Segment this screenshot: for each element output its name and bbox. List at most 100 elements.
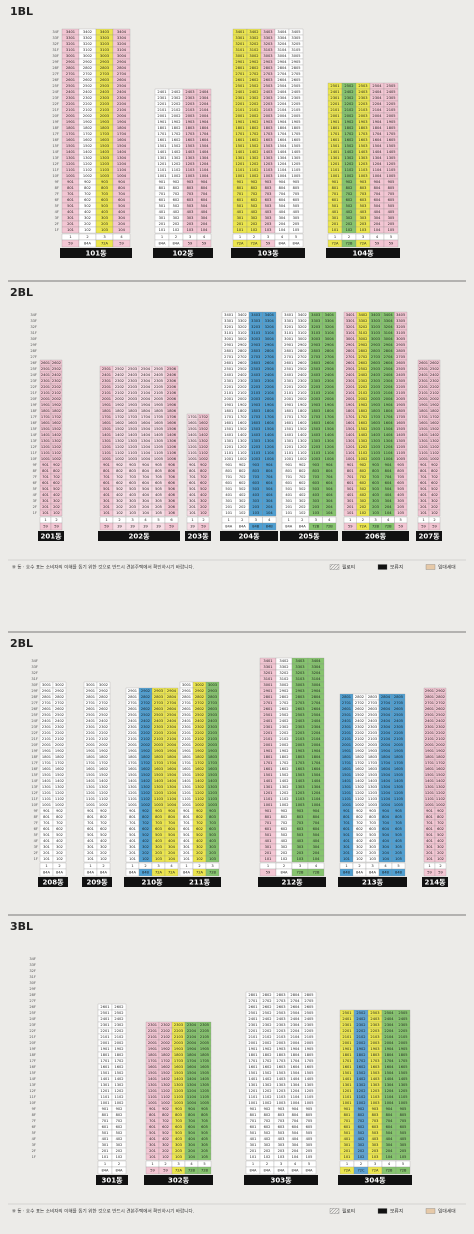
unit-number: 1104 [311, 797, 321, 801]
unit-number: 1204 [141, 445, 151, 449]
unit-number: 402 [356, 839, 363, 843]
unit-number: 3001 [66, 54, 75, 58]
unit-number: 2701 [224, 355, 233, 359]
unit-number: 604 [279, 198, 287, 202]
unit-number: 2001 [128, 743, 137, 747]
unit-number: 1701 [86, 761, 95, 765]
unit-number: 1404 [290, 1077, 300, 1081]
unit-number: 2502 [358, 367, 367, 371]
unit-number: 2502 [99, 713, 108, 717]
unit-type: 72B [201, 1169, 209, 1173]
unit-number: 1903 [208, 749, 217, 753]
unit-number: 1403 [154, 779, 163, 783]
unit-number: 903 [265, 180, 272, 184]
unit-number: 2101 [342, 737, 351, 741]
unit-number: 1503 [208, 773, 217, 777]
floor-label: 16F [31, 767, 38, 771]
unit-number: 503 [297, 833, 304, 837]
unit-number: 802 [437, 815, 444, 819]
unit-number: 2303 [370, 1023, 379, 1027]
unit-number: 2301 [157, 96, 166, 100]
unit-number: 1404 [325, 433, 335, 437]
unit-number: 404 [313, 839, 321, 843]
unit-number: 2204 [167, 731, 177, 735]
unit-number: 401 [43, 839, 50, 843]
unit-number: 1305 [291, 156, 300, 160]
unit-number: 1904 [265, 403, 275, 407]
unit-number: 2203 [154, 731, 163, 735]
line-number: 1 [191, 518, 193, 522]
unit-number: 2303 [185, 96, 194, 100]
unit-number: 2201 [100, 1029, 109, 1033]
unit-number: 304 [118, 216, 126, 220]
unit-number: 2005 [154, 397, 163, 401]
unit-number: 2402 [52, 373, 61, 377]
unit-number: 2903 [311, 343, 320, 347]
unit-number: 1702 [83, 132, 92, 136]
building-name: 212동 [281, 879, 303, 887]
unit-number: 1002 [161, 1101, 170, 1105]
unit-number: 506 [168, 487, 176, 491]
unit-number: 2804 [117, 66, 127, 70]
unit-number: 2502 [114, 1011, 123, 1015]
unit-number: 2103 [295, 737, 304, 741]
unit-number: 502 [142, 833, 149, 837]
unit-number: 1301 [425, 785, 434, 789]
unit-number: 1501 [224, 427, 233, 431]
unit-number: 502 [56, 833, 63, 837]
unit-number: 1401 [342, 779, 351, 783]
unit-number: 2402 [195, 719, 204, 723]
unit-number: 2502 [249, 84, 258, 88]
unit-number: 1602 [52, 421, 61, 425]
unit-number: 701 [332, 192, 339, 196]
unit-number: 1105 [304, 1095, 313, 1099]
unit-number: 402 [116, 493, 123, 497]
unit-number: 104 [326, 511, 334, 515]
unit-number: 3002 [83, 54, 92, 58]
unit-number: 1605 [291, 138, 300, 142]
unit-number: 902 [200, 463, 207, 467]
unit-number: 3304 [311, 665, 321, 669]
unit-number: 1104 [199, 168, 209, 172]
unit-number: 2403 [358, 90, 367, 94]
line-number: 1 [89, 864, 91, 868]
unit-number: 1003 [276, 1101, 285, 1105]
unit-number: 703 [265, 192, 272, 196]
unit-number: 3303 [251, 319, 260, 323]
unit-number: 102 [116, 511, 123, 515]
unit-number: 303 [372, 499, 379, 503]
unit-number: 1904 [277, 120, 287, 124]
unit-number: 103 [187, 228, 194, 232]
unit-type: 59 [202, 242, 207, 246]
unit-number: 405 [293, 210, 300, 214]
unit-number: 502 [431, 487, 438, 491]
unit-number: 701 [129, 821, 136, 825]
unit-number: 703 [252, 475, 259, 479]
unit-number: 1601 [148, 1065, 157, 1069]
line-number: 4 [328, 518, 331, 522]
unit-number: 1001 [425, 803, 434, 807]
unit-number: 904 [313, 809, 321, 813]
unit-number: 2001 [66, 114, 75, 118]
unit-number: 1601 [86, 767, 95, 771]
unit-number: 3103 [311, 331, 320, 335]
unit-number: 2901 [66, 60, 75, 64]
unit-number: 2301 [182, 725, 191, 729]
unit-number: 2402 [238, 373, 247, 377]
unit-number: 1301 [330, 156, 339, 160]
floor-label: 7F [33, 475, 37, 479]
unit-number: 404 [201, 210, 209, 214]
unit-number: 1203 [154, 791, 163, 795]
unit-number: 1705 [386, 132, 395, 136]
building-bar [342, 531, 409, 541]
section-title: 2BL [10, 637, 33, 650]
unit-number: 1502 [249, 144, 258, 148]
unit-number: 2101 [330, 108, 339, 112]
floor-label: 1F [33, 511, 37, 515]
unit-number: 2405 [394, 719, 403, 723]
unit-number: 2305 [291, 96, 300, 100]
unit-number: 1103 [208, 797, 217, 801]
unit-number: 2303 [174, 1023, 183, 1027]
unit-number: 1404 [167, 779, 177, 783]
floor-label: 14F [30, 433, 37, 437]
